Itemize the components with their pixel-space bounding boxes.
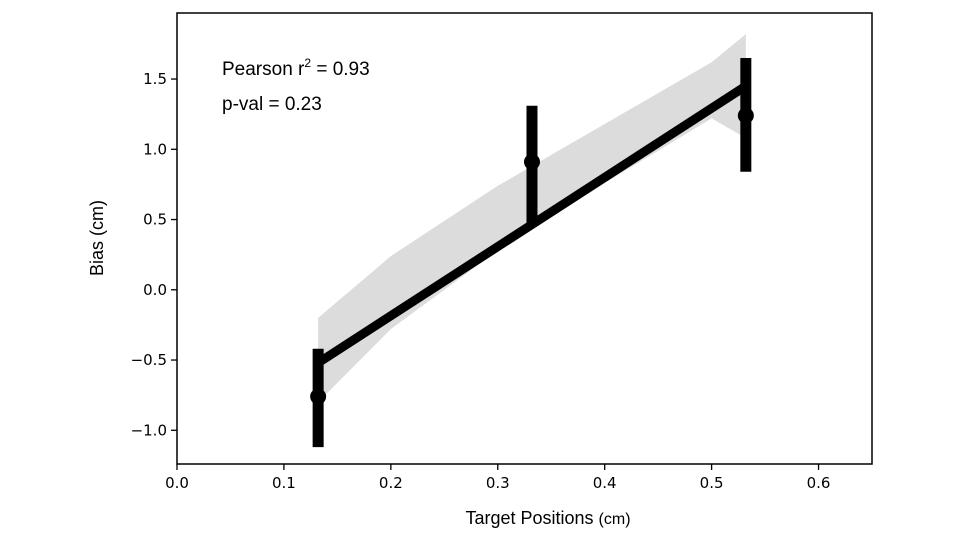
y-tick-label: −0.5 bbox=[131, 351, 167, 369]
x-tick-label: 0.6 bbox=[807, 474, 831, 492]
pearson-value: = 0.93 bbox=[311, 59, 370, 80]
plot-frame bbox=[176, 12, 873, 465]
y-tick-label: 0.5 bbox=[143, 211, 167, 229]
x-tick-label: 0.2 bbox=[379, 474, 403, 492]
x-axis-ticks: 0.0 0.1 0.2 0.3 0.4 0.5 0.6 bbox=[165, 464, 830, 492]
x-axis-label-unit: (cm) bbox=[599, 511, 631, 528]
x-axis-label-main: Target Positions bbox=[465, 508, 593, 528]
y-tick-label: 1.5 bbox=[143, 70, 167, 88]
y-tick-label: −1.0 bbox=[131, 421, 167, 439]
pval-annotation: p-val = 0.23 bbox=[222, 94, 322, 115]
x-axis-label: Target Positions (cm) bbox=[465, 508, 630, 528]
x-tick-label: 0.4 bbox=[593, 474, 617, 492]
x-tick-label: 0.0 bbox=[165, 474, 189, 492]
data-points-layer bbox=[310, 107, 754, 405]
data-point bbox=[737, 107, 754, 124]
pearson-annotation: Pearson r2 = 0.93 bbox=[222, 56, 370, 80]
x-tick-label: 0.3 bbox=[486, 474, 510, 492]
y-axis-ticks: −1.0 −0.5 0.0 0.5 1.0 1.5 bbox=[131, 70, 177, 439]
data-point bbox=[523, 153, 540, 170]
x-tick-label: 0.1 bbox=[272, 474, 296, 492]
pearson-prefix: Pearson r bbox=[222, 59, 305, 80]
y-tick-label: 1.0 bbox=[143, 140, 167, 158]
pearson-superscript: 2 bbox=[304, 56, 311, 70]
y-axis-label: Bias (cm) bbox=[87, 200, 107, 276]
x-tick-label: 0.5 bbox=[700, 474, 724, 492]
data-point bbox=[310, 388, 327, 405]
y-tick-label: 0.0 bbox=[143, 281, 167, 299]
